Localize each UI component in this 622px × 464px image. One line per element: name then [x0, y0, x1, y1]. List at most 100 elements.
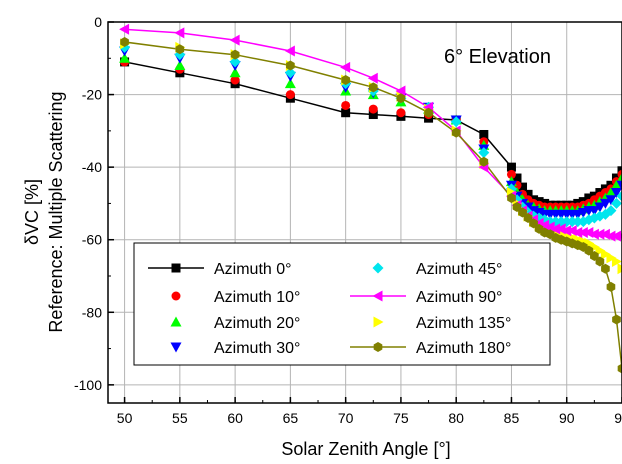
series-azimuth-30-point	[605, 195, 617, 206]
legend-azimuth-45-marker	[372, 262, 384, 274]
series-azimuth-90-point	[229, 34, 240, 46]
series-azimuth-90-point	[340, 61, 351, 73]
series-azimuth-180-point	[612, 314, 621, 325]
series-azimuth-90-point	[119, 23, 130, 35]
series-azimuth-20-point	[616, 172, 622, 183]
series-azimuth-135-point	[611, 255, 622, 267]
series-azimuth-10-point	[396, 108, 406, 118]
series-azimuth-30-point	[616, 180, 622, 191]
series-azimuth-45-point	[605, 205, 617, 217]
legend-azimuth-180-label: Azimuth 180°	[416, 340, 511, 357]
series-azimuth-90-point	[588, 228, 599, 240]
series-azimuth-90-point	[174, 27, 185, 39]
series-azimuth-45-point	[450, 116, 462, 128]
series-azimuth-20-point	[119, 52, 131, 63]
series-azimuth-180-point	[617, 363, 622, 374]
series-azimuth-180-point	[507, 192, 516, 203]
legend-azimuth-180-marker	[373, 342, 383, 352]
series-azimuth-0-point	[523, 189, 533, 199]
series-azimuth-45-point	[566, 216, 578, 228]
series-azimuth-180-point	[341, 75, 350, 86]
legend-azimuth-135-label: Azimuth 135°	[416, 315, 511, 332]
series-azimuth-90-point	[610, 230, 621, 242]
series-azimuth-180-point	[175, 44, 185, 55]
series-azimuth-20-point	[174, 60, 186, 71]
series-azimuth-180-point	[595, 256, 605, 267]
series-azimuth-135-point	[600, 248, 611, 260]
axis-ticks: 50 55 60 65 70 75 80 85 90 95 0 -20 -40 -60 -80 -100	[74, 14, 622, 426]
series-azimuth-180-point	[230, 49, 240, 60]
series-azimuth-10-point	[285, 90, 295, 100]
legend-azimuth-135-marker	[373, 316, 384, 328]
x-tick-label: 50	[117, 410, 133, 426]
series-azimuth-30-point	[588, 206, 600, 217]
series-azimuth-90-point	[284, 45, 295, 57]
series-azimuth-0-point	[341, 108, 351, 118]
legend-box	[133, 242, 551, 366]
y-tick-label: -20	[82, 87, 102, 103]
series-azimuth-180-point	[120, 36, 129, 47]
legend-azimuth-20-marker	[170, 316, 182, 327]
series-azimuth-90-point	[594, 228, 605, 240]
legend-azimuth-90-label: Azimuth 90°	[416, 289, 502, 306]
series-azimuth-180-point	[601, 263, 610, 274]
legend-azimuth-30-marker	[170, 342, 182, 353]
series-azimuth-45-point	[478, 147, 490, 159]
series-azimuth-135-point	[606, 252, 617, 264]
series-azimuth-180-point	[396, 93, 406, 104]
legend-azimuth-0-label: Azimuth 0°	[214, 261, 292, 278]
series-azimuth-90-point	[605, 230, 616, 242]
series-azimuth-180-point	[451, 127, 461, 138]
series-azimuth-180-point	[286, 60, 295, 71]
series-azimuth-10-point	[230, 75, 240, 85]
x-tick-label: 95	[614, 410, 622, 426]
x-tick-label: 70	[338, 410, 354, 426]
series-azimuth-45-point	[572, 216, 584, 228]
x-tick-label: 90	[559, 410, 575, 426]
y-tick-label: -40	[82, 159, 102, 175]
y-axis-title: δVC [%]	[22, 179, 42, 245]
legend-azimuth-45-label: Azimuth 45°	[416, 261, 502, 278]
series-azimuth-0-point	[512, 173, 522, 183]
legend-azimuth-10-marker	[171, 291, 181, 301]
series-azimuth-20-point	[605, 187, 617, 198]
series-markers	[119, 23, 622, 374]
y-tick-label: -80	[82, 304, 102, 320]
legend-azimuth-10-label: Azimuth 10°	[214, 289, 300, 306]
series-azimuth-0-point	[368, 110, 378, 120]
series-azimuth-90-point	[572, 226, 583, 238]
series-azimuth-45-point	[616, 190, 622, 202]
series-azimuth-90-point	[577, 226, 588, 238]
series-azimuth-180-point	[368, 82, 378, 93]
series-azimuth-30-point	[594, 202, 606, 213]
x-tick-label: 60	[227, 410, 243, 426]
series-azimuth-180-point	[424, 107, 433, 118]
series-azimuth-90-point	[550, 223, 561, 235]
legend-azimuth-0-marker	[171, 263, 181, 273]
series-azimuth-20-point	[229, 67, 241, 78]
y-tick-label: 0	[94, 14, 102, 30]
series-azimuth-90-point	[616, 233, 622, 240]
series-azimuth-0-point	[518, 182, 528, 192]
series-azimuth-30-point	[599, 198, 611, 209]
series-azimuth-90-point	[367, 72, 378, 84]
legend: Azimuth 0° Azimuth 10° Azimuth 20° Azimuth …	[133, 242, 551, 366]
y-axis-subtitle: Reference: Multiple Scattering	[46, 91, 66, 332]
legend-azimuth-20-label: Azimuth 20°	[214, 315, 300, 332]
series-azimuth-20-point	[610, 179, 622, 190]
y-tick-label: -60	[82, 232, 102, 248]
series-azimuth-10-point	[341, 100, 351, 110]
x-tick-label: 55	[172, 410, 188, 426]
series-azimuth-90-point	[395, 85, 406, 97]
series-azimuth-0-point	[506, 162, 516, 172]
series-azimuth-10-point	[368, 104, 378, 114]
series-azimuth-45-point	[610, 197, 622, 209]
series-azimuth-90-point	[561, 225, 572, 237]
x-tick-label: 80	[448, 410, 464, 426]
series-azimuth-20-point	[284, 78, 296, 89]
elevation-annotation: 6° Elevation	[444, 46, 551, 68]
x-axis-title: Solar Zenith Angle [°]	[281, 439, 450, 459]
series-azimuth-0-point	[584, 193, 594, 203]
legend-azimuth-30-label: Azimuth 30°	[214, 340, 300, 357]
